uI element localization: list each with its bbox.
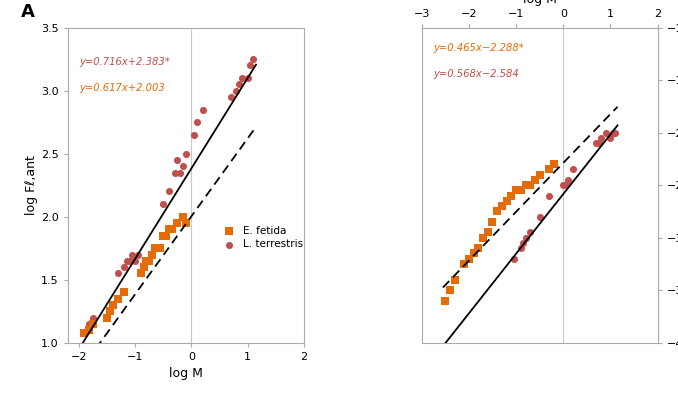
Point <box>78 329 89 336</box>
Point <box>87 321 98 327</box>
Point <box>506 193 517 199</box>
Point <box>492 208 502 215</box>
Point <box>178 214 188 220</box>
Point <box>530 177 540 183</box>
Point <box>445 287 456 294</box>
Point <box>515 245 526 251</box>
Point <box>146 251 157 258</box>
Point <box>141 258 152 264</box>
Point <box>119 289 129 296</box>
Point <box>473 245 484 251</box>
Point <box>178 163 188 169</box>
Point <box>518 240 529 246</box>
Point <box>560 182 571 188</box>
Point <box>87 314 98 321</box>
Point <box>459 261 470 267</box>
Point <box>104 308 115 314</box>
Point <box>175 169 186 176</box>
Point <box>113 296 124 302</box>
Point <box>520 234 531 241</box>
Point <box>477 234 488 241</box>
Point <box>180 151 191 157</box>
Point <box>172 157 183 163</box>
Point <box>107 302 118 308</box>
Point <box>225 94 236 100</box>
Point <box>591 140 602 146</box>
Point <box>607 130 618 136</box>
Point <box>593 140 604 146</box>
Point <box>508 256 519 262</box>
Point <box>188 132 199 138</box>
X-axis label: log M: log M <box>169 367 203 380</box>
Text: y=0.716x+2.383*: y=0.716x+2.383* <box>79 58 170 67</box>
Point <box>144 258 155 264</box>
Point <box>567 166 578 173</box>
Point <box>155 245 166 251</box>
Point <box>136 270 146 277</box>
Point <box>234 81 245 87</box>
Point <box>169 169 180 176</box>
Point <box>127 251 138 258</box>
Point <box>468 250 479 256</box>
Point <box>163 226 174 232</box>
Text: y=0.465x−2.288*: y=0.465x−2.288* <box>433 43 524 53</box>
Point <box>520 182 531 188</box>
Point <box>487 219 498 225</box>
Point <box>544 193 555 199</box>
Point <box>525 182 536 188</box>
Point <box>610 130 620 136</box>
Point <box>197 106 208 113</box>
Point <box>163 188 174 195</box>
Point <box>242 75 253 81</box>
Point <box>534 214 545 220</box>
Point <box>511 187 521 193</box>
Point <box>172 220 183 226</box>
Point <box>245 62 256 69</box>
Point <box>464 256 475 262</box>
Point <box>180 220 191 226</box>
Point <box>482 229 493 236</box>
Point <box>501 198 512 204</box>
Point <box>119 264 129 270</box>
Point <box>83 321 94 327</box>
Text: A: A <box>20 3 35 21</box>
Point <box>102 314 113 321</box>
Point <box>247 56 258 62</box>
Point <box>83 327 94 333</box>
Point <box>161 232 172 239</box>
Point <box>113 270 124 277</box>
Point <box>525 229 536 236</box>
X-axis label: log M: log M <box>523 0 557 6</box>
Text: y=0.617x+2.003: y=0.617x+2.003 <box>79 83 165 93</box>
Point <box>166 226 177 232</box>
Point <box>605 135 616 141</box>
Point <box>549 161 559 167</box>
Point <box>563 177 574 183</box>
Point <box>237 75 247 81</box>
Point <box>496 203 507 209</box>
Point <box>158 201 169 207</box>
Point <box>158 232 169 239</box>
Point <box>558 182 569 188</box>
Text: y=0.568x−2.584: y=0.568x−2.584 <box>433 69 519 78</box>
Point <box>124 258 135 264</box>
Point <box>138 264 149 270</box>
Point <box>121 258 132 264</box>
Point <box>129 258 140 264</box>
Point <box>231 87 242 94</box>
Point <box>544 166 555 173</box>
Y-axis label: log Fℓ,ant: log Fℓ,ant <box>25 155 38 215</box>
Point <box>534 171 545 178</box>
Point <box>515 187 526 193</box>
Legend: E. fetida, L. terrestris: E. fetida, L. terrestris <box>218 226 303 249</box>
Point <box>133 251 144 258</box>
Point <box>600 130 611 136</box>
Point <box>192 119 203 125</box>
Point <box>440 297 451 304</box>
Point <box>450 277 460 283</box>
Point <box>595 135 606 141</box>
Point <box>149 245 160 251</box>
